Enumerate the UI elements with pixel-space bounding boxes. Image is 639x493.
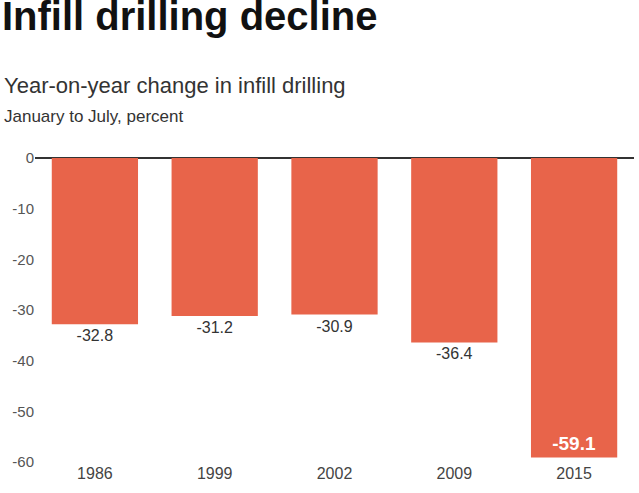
svg-text:-50: -50 <box>12 403 34 420</box>
svg-text:-59.1: -59.1 <box>552 433 596 454</box>
svg-text:1999: 1999 <box>197 465 233 482</box>
svg-text:0: 0 <box>26 149 34 166</box>
svg-text:1986: 1986 <box>77 465 113 482</box>
svg-text:-10: -10 <box>12 200 34 217</box>
svg-text:-40: -40 <box>12 352 34 369</box>
svg-text:-32.8: -32.8 <box>77 327 114 344</box>
svg-text:2002: 2002 <box>317 465 353 482</box>
svg-text:-36.4: -36.4 <box>436 345 473 362</box>
svg-text:2015: 2015 <box>556 465 592 482</box>
svg-text:-30.9: -30.9 <box>316 318 353 335</box>
svg-text:-31.2: -31.2 <box>196 319 233 336</box>
svg-text:Infill drilling decline: Infill drilling decline <box>2 0 378 38</box>
svg-text:-30: -30 <box>12 301 34 318</box>
svg-text:2009: 2009 <box>437 465 473 482</box>
svg-text:January to July, percent: January to July, percent <box>4 107 183 126</box>
svg-text:Year-on-year change in infill: Year-on-year change in infill drilling <box>4 73 346 98</box>
svg-text:-20: -20 <box>12 251 34 268</box>
svg-text:-60: -60 <box>12 453 34 470</box>
